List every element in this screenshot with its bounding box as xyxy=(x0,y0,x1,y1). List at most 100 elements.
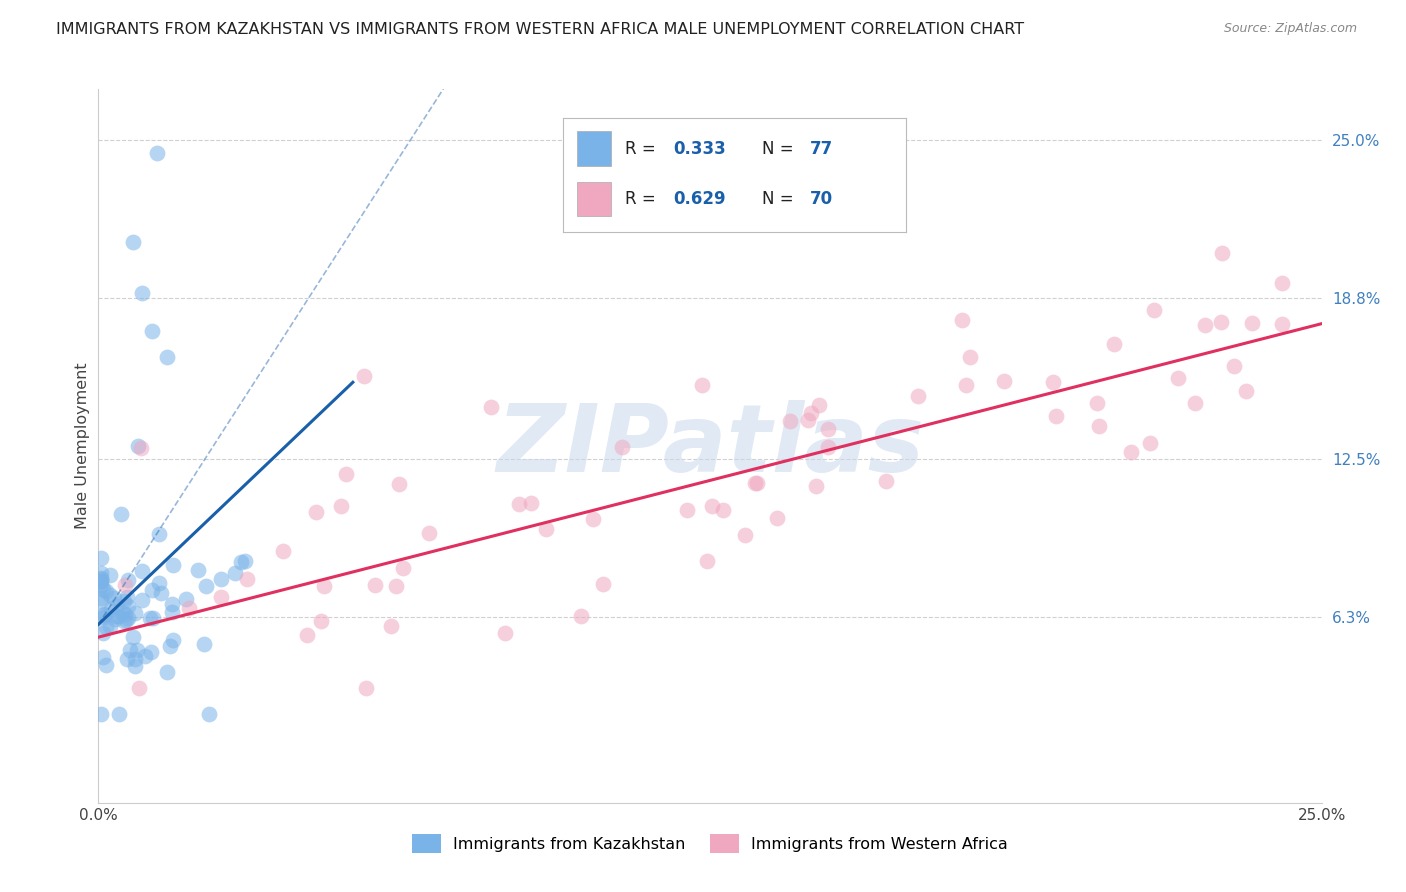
Point xyxy=(114,578,136,592)
Point xyxy=(875,474,897,488)
Point xyxy=(103,591,125,605)
Point xyxy=(98,619,121,633)
Point xyxy=(105,599,128,613)
Point xyxy=(148,527,170,541)
Point xyxy=(224,566,246,581)
Point xyxy=(1209,315,1232,329)
Point xyxy=(364,578,387,592)
Point xyxy=(582,512,605,526)
Point xyxy=(149,586,172,600)
Point xyxy=(800,406,823,420)
Point xyxy=(142,610,165,624)
Point xyxy=(162,632,184,647)
Point xyxy=(124,652,146,666)
Point xyxy=(124,658,146,673)
Point xyxy=(162,558,184,572)
Legend: Immigrants from Kazakhstan, Immigrants from Western Africa: Immigrants from Kazakhstan, Immigrants f… xyxy=(405,828,1015,859)
Point xyxy=(1088,418,1111,433)
Text: IMMIGRANTS FROM KAZAKHSTAN VS IMMIGRANTS FROM WESTERN AFRICA MALE UNEMPLOYMENT C: IMMIGRANTS FROM KAZAKHSTAN VS IMMIGRANTS… xyxy=(56,22,1025,37)
Point xyxy=(1234,384,1257,398)
Point xyxy=(312,579,335,593)
Point xyxy=(94,620,117,634)
Point xyxy=(122,630,145,644)
Point xyxy=(388,477,411,491)
Point xyxy=(817,422,839,436)
Point xyxy=(713,503,735,517)
Point xyxy=(90,551,112,566)
Point xyxy=(1223,359,1246,373)
Point xyxy=(90,571,112,585)
Point xyxy=(176,591,198,606)
Point xyxy=(1121,445,1143,459)
Point xyxy=(100,602,122,616)
Point xyxy=(104,608,127,623)
Point xyxy=(229,555,252,569)
Point xyxy=(817,440,839,454)
Point xyxy=(91,626,114,640)
Point xyxy=(94,584,117,599)
Point xyxy=(209,572,232,586)
Point xyxy=(569,609,592,624)
Text: ZIPatlas: ZIPatlas xyxy=(496,400,924,492)
Point xyxy=(134,648,156,663)
Point xyxy=(804,479,827,493)
Point xyxy=(160,605,183,619)
Point xyxy=(198,706,221,721)
Point xyxy=(385,579,408,593)
Point xyxy=(90,578,112,592)
Point xyxy=(1271,276,1294,290)
Point xyxy=(1102,336,1125,351)
Point xyxy=(955,378,977,392)
Point xyxy=(111,605,134,619)
Point xyxy=(380,619,402,633)
Point xyxy=(519,496,541,510)
Point xyxy=(236,573,259,587)
Point xyxy=(690,377,713,392)
Point xyxy=(536,522,558,536)
Point xyxy=(115,613,138,627)
Point xyxy=(271,544,294,558)
Point xyxy=(115,652,138,666)
Point xyxy=(807,398,830,412)
Point xyxy=(335,467,357,481)
Point xyxy=(734,528,756,542)
Point xyxy=(1240,316,1263,330)
Point xyxy=(104,612,127,626)
Point xyxy=(127,643,149,657)
Point xyxy=(675,503,697,517)
Point xyxy=(1085,396,1108,410)
Point xyxy=(90,566,112,580)
Point xyxy=(90,574,112,589)
Point xyxy=(141,645,163,659)
Point xyxy=(127,439,149,453)
Point xyxy=(91,582,114,596)
Point xyxy=(131,286,153,301)
Point xyxy=(93,650,115,665)
Point xyxy=(305,505,328,519)
Point xyxy=(993,375,1015,389)
Point xyxy=(612,440,634,454)
Point xyxy=(1167,370,1189,384)
Point xyxy=(796,413,818,427)
Point xyxy=(131,592,153,607)
Point xyxy=(93,610,115,624)
Point xyxy=(1271,317,1294,331)
Point xyxy=(141,583,163,598)
Point xyxy=(117,611,139,625)
Point xyxy=(418,526,440,541)
Point xyxy=(766,511,789,525)
Point xyxy=(90,591,112,605)
Point xyxy=(156,350,179,364)
Point xyxy=(233,554,256,568)
Point xyxy=(156,665,179,679)
Point xyxy=(93,607,115,621)
Point xyxy=(148,576,170,591)
Point xyxy=(98,567,121,582)
Point xyxy=(1194,318,1216,332)
Point xyxy=(131,564,153,578)
Point xyxy=(128,681,150,695)
Point xyxy=(297,628,319,642)
Point xyxy=(508,497,530,511)
Point xyxy=(696,554,718,568)
Point xyxy=(392,560,415,574)
